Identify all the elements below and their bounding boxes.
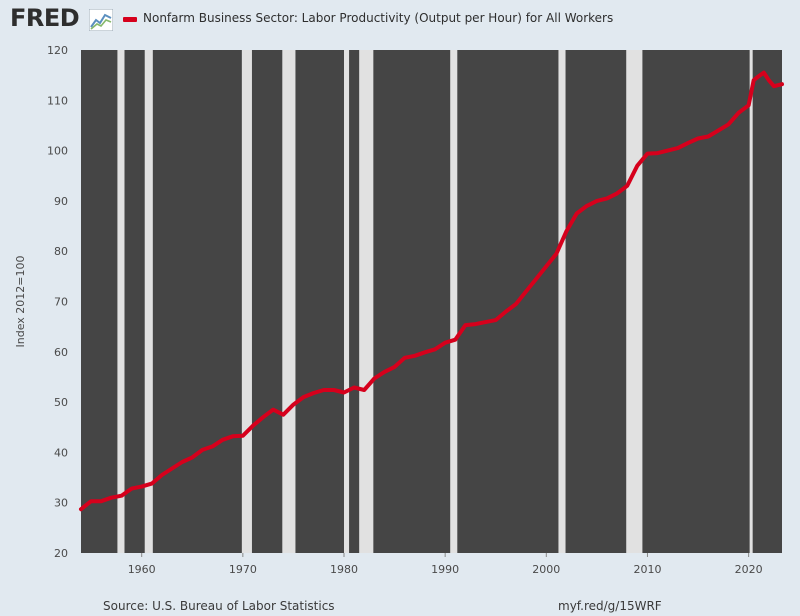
- y-tick-label: 120: [47, 44, 68, 57]
- y-tick-label: 50: [54, 396, 68, 409]
- legend-label[interactable]: Nonfarm Business Sector: Labor Productiv…: [143, 11, 614, 25]
- y-tick-label: 30: [54, 497, 68, 510]
- plot-area: [81, 50, 782, 553]
- recession-band: [450, 50, 458, 553]
- y-tick-label: 20: [54, 547, 68, 560]
- x-tick-label: 2010: [633, 563, 661, 576]
- y-tick-label: 70: [54, 296, 68, 309]
- recession-band: [749, 50, 753, 553]
- x-tick-label: 1960: [128, 563, 156, 576]
- series-line-productivity[interactable]: [79, 70, 784, 512]
- y-tick-label: 90: [54, 195, 68, 208]
- chart-header: FRED Nonfarm Business Sector: Labor Prod…: [0, 0, 800, 42]
- y-axis-ticks: 20 30 40 50 60 70 80 90 100 110 120: [47, 44, 68, 560]
- recession-band: [626, 50, 643, 553]
- recession-band: [144, 50, 153, 553]
- source-note: Source: U.S. Bureau of Labor Statistics: [103, 599, 335, 613]
- x-axis-ticks: 1960 1970 1980 1990 2000 2010 2020: [128, 553, 763, 576]
- recession-bands: [117, 50, 753, 553]
- y-tick-label: 60: [54, 346, 68, 359]
- chart-line-icon: [89, 9, 113, 31]
- y-tick-label: 100: [47, 145, 68, 158]
- fred-logo[interactable]: FRED: [10, 4, 80, 32]
- y-tick-label: 40: [54, 446, 68, 459]
- y-tick-label: 110: [47, 94, 68, 107]
- recession-band: [241, 50, 252, 553]
- x-tick-label: 2000: [532, 563, 560, 576]
- recession-band: [344, 50, 350, 553]
- x-tick-label: 1970: [229, 563, 257, 576]
- short-link[interactable]: myf.red/g/15WRF: [558, 599, 662, 613]
- x-tick-label: 2020: [735, 563, 763, 576]
- recession-band: [282, 50, 296, 553]
- recession-band: [117, 50, 125, 553]
- recession-band: [359, 50, 374, 553]
- y-tick-label: 80: [54, 245, 68, 258]
- x-tick-label: 1980: [330, 563, 358, 576]
- recession-band: [558, 50, 566, 553]
- legend-swatch: [123, 17, 137, 22]
- x-tick-label: 1990: [431, 563, 459, 576]
- y-axis-title: Index 2012=100: [14, 256, 27, 348]
